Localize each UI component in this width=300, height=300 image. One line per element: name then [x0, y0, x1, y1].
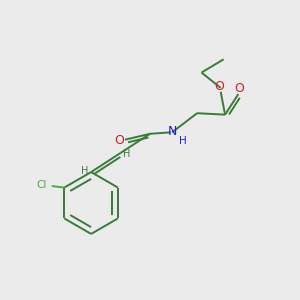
- Text: H: H: [81, 166, 88, 176]
- Text: Cl: Cl: [36, 180, 47, 190]
- Text: O: O: [234, 82, 244, 95]
- Text: N: N: [168, 125, 177, 138]
- Text: O: O: [214, 80, 224, 93]
- Text: O: O: [115, 134, 124, 147]
- Text: H: H: [123, 149, 131, 159]
- Text: H: H: [178, 136, 186, 146]
